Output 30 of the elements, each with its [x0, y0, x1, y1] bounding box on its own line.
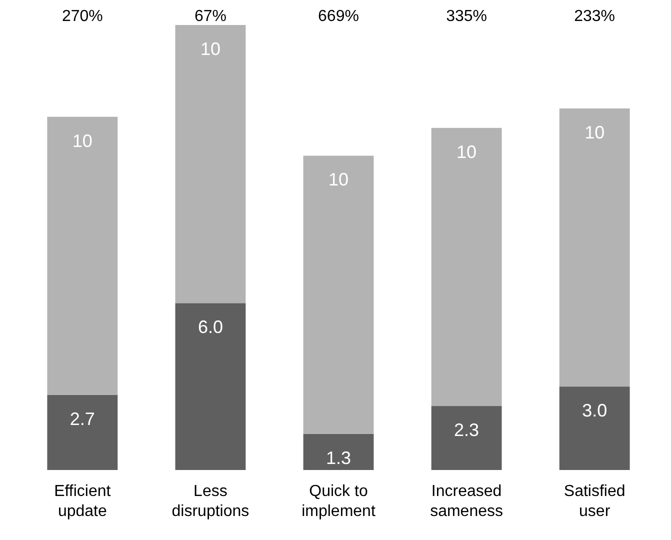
data-label: 2.7: [70, 408, 95, 429]
x-tick-label: Increased sameness: [430, 483, 503, 520]
data-label: 6.0: [198, 317, 223, 338]
bar: [303, 156, 374, 434]
data-label: 10: [72, 130, 92, 151]
data-label: 10: [328, 170, 349, 190]
annotation: 669%: [318, 8, 359, 25]
x-tick-label: Less disruptions: [172, 483, 250, 520]
data-label: 1.3: [326, 448, 352, 468]
annotation: 233%: [574, 8, 616, 25]
data-label: 2.3: [454, 420, 480, 440]
bar: [303, 434, 374, 470]
data-label: 10: [456, 142, 477, 162]
bar: [431, 128, 502, 406]
annotation: 335%: [446, 8, 487, 25]
annotation: 270%: [62, 8, 103, 25]
bar: [431, 406, 502, 470]
x-tick-label: Quick to implement: [302, 483, 376, 520]
bar: [47, 116, 118, 395]
x-tick-label: Satisfied user: [564, 483, 626, 520]
annotation: 67%: [194, 8, 226, 25]
bar: [175, 303, 246, 470]
data-label: 3.0: [582, 400, 608, 421]
bar: [559, 386, 630, 470]
bar: [175, 25, 246, 304]
x-tick-label: Efficient update: [54, 483, 112, 520]
data-label: 10: [584, 122, 605, 142]
bar: [47, 394, 118, 470]
bar: [559, 108, 630, 387]
data-label: 10: [200, 39, 220, 59]
